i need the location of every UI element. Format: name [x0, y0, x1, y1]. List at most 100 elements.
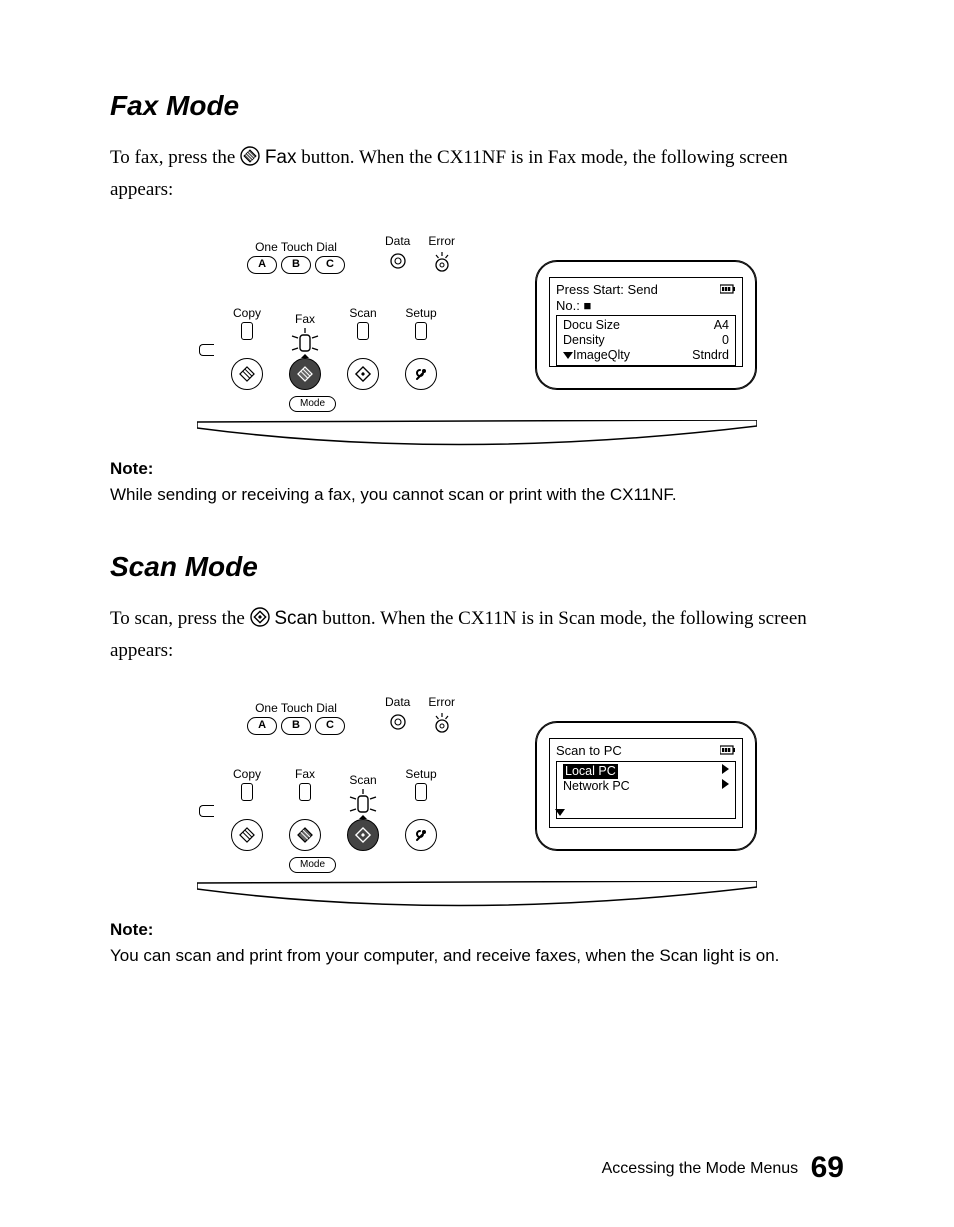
data-label: Data: [385, 695, 410, 709]
data-label: Data: [385, 234, 410, 248]
one-touch-key-b[interactable]: B: [281, 717, 311, 735]
setup-label: Setup: [392, 767, 450, 781]
chevron-right-icon: [722, 764, 729, 774]
setup-button[interactable]: [405, 819, 437, 851]
fax-button[interactable]: [289, 358, 321, 390]
wrench-icon: [412, 365, 430, 383]
wrench-icon: [412, 826, 430, 844]
fax-diamond-icon: [296, 826, 314, 844]
setup-label: Setup: [392, 306, 450, 320]
note-label: Note:: [110, 459, 153, 478]
scan-slot-icon: [357, 322, 369, 340]
scan-mode-col: Scan: [334, 306, 392, 390]
lcd-menu-item[interactable]: Network PC: [563, 779, 630, 794]
setup-button[interactable]: [405, 358, 437, 390]
one-touch-key-a[interactable]: A: [247, 717, 277, 735]
lcd-menu: Docu Size A4 Density 0 ImageQlty Stndrd: [556, 315, 736, 366]
fax-mode-col: Fax: [276, 767, 334, 851]
one-touch-key-c[interactable]: C: [315, 256, 345, 274]
page: Fax Mode To fax, press the Fax button. W…: [0, 0, 954, 1227]
data-led: Data: [385, 695, 410, 735]
fax-button[interactable]: [289, 819, 321, 851]
fax-diamond-icon: [240, 146, 260, 176]
note-text: While sending or receiving a fax, you ca…: [110, 485, 677, 504]
one-touch-dial-group: One Touch Dial A B C: [203, 240, 503, 274]
page-footer: Accessing the Mode Menus 69: [602, 1151, 844, 1185]
fax-mode-paragraph: To fax, press the Fax button. When the C…: [110, 144, 844, 204]
one-touch-key-a[interactable]: A: [247, 256, 277, 274]
copy-stack-icon: [238, 365, 256, 383]
scan-button[interactable]: [347, 819, 379, 851]
lcd-inner: Press Start: Send No.: ■ Docu Size A4 Den…: [549, 277, 743, 367]
lcd-line2: No.: ■: [556, 298, 736, 313]
copy-button[interactable]: [231, 819, 263, 851]
scan-label: Scan: [334, 773, 392, 787]
panel-edge: [199, 805, 214, 817]
chevron-right-icon: [722, 779, 729, 789]
mode-button-row: Copy Fax Scan: [199, 767, 450, 851]
lcd-row-value: Stndrd: [692, 348, 729, 363]
indicator-group: Data Error: [385, 695, 455, 735]
copy-button[interactable]: [231, 358, 263, 390]
battery-icon: [720, 743, 736, 759]
copy-slot-icon: [241, 322, 253, 340]
fax-mode-heading: Fax Mode: [110, 90, 844, 122]
lcd-line1: Press Start: Send: [556, 282, 658, 298]
lcd-title: Scan to PC: [556, 743, 622, 759]
connector-line-icon: [217, 372, 449, 374]
note-label: Note:: [110, 920, 153, 939]
error-label: Error: [428, 695, 455, 709]
scan-mode-col: Scan: [334, 773, 392, 851]
lcd-row-value: A4: [714, 318, 729, 333]
scan-panel-figure: One Touch Dial A B C Data Error: [197, 691, 757, 901]
scan-mode-paragraph: To scan, press the Scan button. When the…: [110, 605, 844, 665]
fax-mode-col: Fax: [276, 312, 334, 390]
copy-mode-col: Copy: [218, 767, 276, 851]
mode-pill-label: Mode: [289, 857, 336, 873]
text: To fax, press the: [110, 147, 240, 168]
lcd-screen: Scan to PC Local PC Network PC: [535, 721, 757, 851]
scan-button[interactable]: [347, 358, 379, 390]
scan-button-word: Scan: [274, 608, 317, 629]
lcd-row-value: 0: [722, 333, 729, 348]
one-touch-key-b[interactable]: B: [281, 256, 311, 274]
active-rays-icon: [346, 789, 380, 819]
mode-pill-label: Mode: [289, 396, 336, 412]
fax-label: Fax: [276, 312, 334, 326]
error-led: Error: [428, 695, 455, 735]
lcd-row-label: Density: [563, 333, 605, 348]
error-label: Error: [428, 234, 455, 248]
scan-diamond-icon: [250, 607, 270, 637]
lcd-inner: Scan to PC Local PC Network PC: [549, 738, 743, 828]
page-number: 69: [811, 1151, 844, 1184]
fax-panel-figure: One Touch Dial A B C Data Error: [197, 230, 757, 440]
copy-mode-col: Copy: [218, 306, 276, 390]
note-inline-word: Scan: [659, 946, 698, 965]
fax-slot-icon: [299, 783, 311, 801]
fax-diamond-icon: [296, 365, 314, 383]
note-text-b: light is on.: [698, 946, 779, 965]
battery-icon: [720, 282, 736, 298]
panel-base-curve-icon: [197, 420, 757, 452]
one-touch-dial-group: One Touch Dial A B C: [203, 701, 503, 735]
error-led: Error: [428, 234, 455, 274]
panel-edge: [199, 344, 214, 356]
panel-base-curve-icon: [197, 881, 757, 913]
one-touch-key-c[interactable]: C: [315, 717, 345, 735]
copy-label: Copy: [218, 767, 276, 781]
note-text-a: You can scan and print from your compute…: [110, 946, 659, 965]
setup-mode-col: Setup: [392, 306, 450, 390]
lcd-row-label: ImageQlty: [573, 348, 630, 362]
scan-diamond-icon: [354, 826, 372, 844]
chevron-down-icon: [563, 352, 573, 359]
footer-text: Accessing the Mode Menus: [602, 1160, 799, 1177]
copy-label: Copy: [218, 306, 276, 320]
lcd-menu-item-selected[interactable]: Local PC: [563, 764, 618, 779]
lcd-menu: Local PC Network PC: [556, 761, 736, 819]
copy-slot-icon: [241, 783, 253, 801]
setup-slot-icon: [415, 322, 427, 340]
lcd-row-label: Docu Size: [563, 318, 620, 333]
scan-note: Note: You can scan and print from your c…: [110, 917, 844, 968]
mode-button-row: Copy Fax: [199, 306, 450, 390]
setup-slot-icon: [415, 783, 427, 801]
